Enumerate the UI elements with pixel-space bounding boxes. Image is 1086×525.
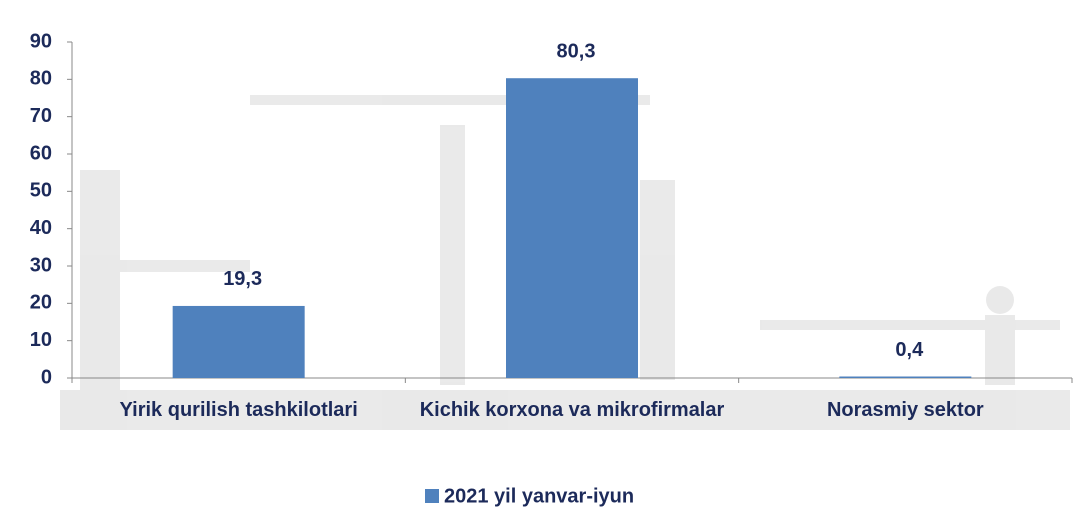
value-label: 80,3 (557, 40, 596, 62)
y-tick-label: 30 (30, 254, 52, 276)
x-tick-label: Yirik qurilish tashkilotlari (79, 397, 399, 423)
x-tick-label: Norasmiy sektor (745, 397, 1065, 423)
y-tick-label: 40 (30, 217, 52, 239)
y-tick-label: 50 (30, 180, 52, 202)
y-tick-label: 90 (30, 30, 52, 52)
bar (173, 306, 305, 378)
chart: 0 10 20 30 40 50 60 70 80 90 19,3 80,3 0,4 2021 yil y… (0, 0, 1086, 525)
bar (839, 377, 971, 378)
y-tick-label: 60 (30, 142, 52, 164)
y-tick-label: 70 (30, 105, 52, 127)
chart-container: 0 10 20 30 40 50 60 70 80 90 19,3 80,3 0,4 2021 yil y… (0, 0, 1086, 525)
value-label: 0,4 (895, 339, 924, 361)
y-tick-label: 80 (30, 68, 52, 90)
legend-swatch (425, 489, 439, 503)
x-tick-label: Kichik korxona va mikrofirmalar (412, 397, 732, 423)
y-tick-label: 20 (30, 292, 52, 314)
y-tick-label: 0 (41, 366, 52, 388)
legend-label: 2021 yil yanvar-iyun (444, 485, 634, 507)
value-label: 19,3 (223, 268, 262, 290)
y-tick-label: 10 (30, 329, 52, 351)
bar (506, 78, 638, 378)
